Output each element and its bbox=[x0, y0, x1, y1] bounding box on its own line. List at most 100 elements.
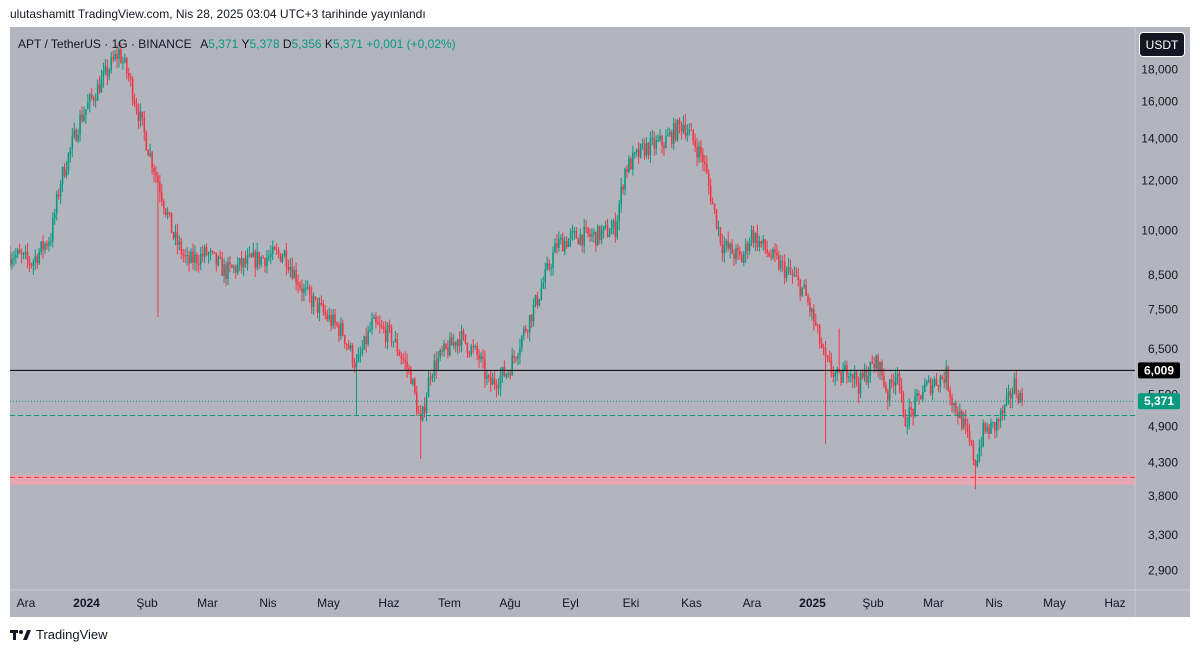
candle-body bbox=[781, 261, 784, 263]
candle-body bbox=[997, 419, 1000, 421]
symbol-name[interactable]: APT / TetherUS · 1G · BINANCE bbox=[18, 37, 192, 51]
candle-body bbox=[293, 269, 295, 279]
candle-body bbox=[392, 341, 395, 343]
candle-body bbox=[994, 422, 996, 431]
candle-body bbox=[774, 249, 776, 253]
candle-body bbox=[429, 377, 432, 379]
candle-body bbox=[811, 308, 813, 312]
candle-body bbox=[552, 252, 554, 268]
candle-body bbox=[840, 371, 842, 383]
candle-body bbox=[236, 264, 239, 273]
currency-button[interactable]: USDT bbox=[1139, 32, 1185, 57]
candle-body bbox=[704, 162, 706, 164]
candle-body bbox=[297, 282, 299, 286]
candle-body bbox=[468, 352, 471, 355]
candle-body bbox=[519, 348, 521, 356]
candle-body bbox=[353, 363, 356, 368]
candle-body bbox=[655, 140, 657, 149]
candle-body bbox=[729, 243, 731, 249]
candle-body bbox=[81, 114, 83, 121]
candle-body bbox=[719, 227, 722, 243]
chart-area[interactable]: 18,000 16,000 14,000 12,000 10,000 8,500 7,500… bbox=[10, 27, 1190, 617]
x-tick-label: May bbox=[1043, 596, 1066, 610]
candle-body bbox=[933, 379, 936, 386]
candle-body bbox=[20, 253, 23, 255]
candle-body bbox=[13, 257, 15, 260]
candle-body bbox=[990, 422, 992, 434]
candle-body bbox=[814, 321, 817, 325]
candle-body bbox=[612, 220, 615, 229]
candle-body bbox=[159, 182, 161, 193]
last-price-line-price-label: 5,371 bbox=[1144, 394, 1174, 408]
candle-body bbox=[690, 129, 693, 131]
candle-body bbox=[363, 335, 366, 350]
candle-body bbox=[345, 343, 348, 345]
candle-body bbox=[168, 212, 171, 214]
y-tick-label: 6,500 bbox=[1148, 342, 1178, 356]
candle-body bbox=[238, 258, 241, 265]
candle-body bbox=[752, 229, 755, 243]
candle-body bbox=[347, 344, 350, 349]
candle-body bbox=[970, 441, 973, 444]
tradingview-logo[interactable]: TradingView bbox=[10, 627, 108, 642]
candle-body bbox=[367, 330, 369, 344]
open-value: 5,371 bbox=[208, 37, 239, 51]
candle-body bbox=[205, 247, 208, 255]
candle-body bbox=[768, 252, 770, 257]
candle-body bbox=[38, 251, 40, 264]
candle-body bbox=[65, 170, 68, 177]
candle-body bbox=[511, 355, 513, 376]
candle-body bbox=[968, 431, 971, 442]
candle-body bbox=[34, 256, 37, 262]
candle-body bbox=[456, 339, 459, 347]
candle-body bbox=[741, 254, 743, 263]
candle-body bbox=[618, 204, 621, 221]
candle-body bbox=[834, 373, 837, 377]
candle-body bbox=[365, 335, 367, 344]
candle-body bbox=[744, 243, 747, 255]
candle-body bbox=[713, 203, 716, 210]
candle-body bbox=[32, 261, 35, 266]
candle-body bbox=[908, 407, 911, 426]
candle-body bbox=[881, 362, 883, 376]
candle-body bbox=[721, 242, 724, 254]
candle-body bbox=[579, 234, 582, 245]
candle-body bbox=[842, 370, 844, 383]
candle-body bbox=[373, 317, 375, 319]
candle-body bbox=[976, 460, 979, 467]
candle-body bbox=[303, 288, 305, 293]
candle-body bbox=[865, 370, 868, 383]
candle-body bbox=[369, 329, 371, 331]
candle-body bbox=[885, 385, 887, 392]
candle-body bbox=[565, 241, 568, 248]
candle-body bbox=[801, 287, 803, 296]
candle-body bbox=[645, 142, 648, 156]
candle-body bbox=[277, 250, 280, 254]
candle-body bbox=[266, 257, 268, 267]
price-chart[interactable]: 18,000 16,000 14,000 12,000 10,000 8,500 7,500… bbox=[10, 27, 1190, 617]
candle-body bbox=[425, 397, 428, 414]
candle-body bbox=[435, 360, 438, 370]
candle-body bbox=[114, 53, 116, 60]
candle-body bbox=[400, 355, 403, 359]
candle-body bbox=[133, 100, 136, 105]
y-tick-label: 18,000 bbox=[1141, 62, 1178, 76]
candle-body bbox=[279, 253, 282, 262]
candle-body bbox=[986, 427, 988, 432]
candle-body bbox=[960, 410, 963, 429]
candle-body bbox=[201, 253, 204, 257]
candle-body bbox=[785, 269, 788, 278]
x-tick-label: Kas bbox=[681, 596, 702, 610]
candle-body bbox=[240, 258, 243, 268]
candle-body bbox=[377, 322, 379, 325]
candle-body bbox=[207, 253, 210, 255]
candle-body bbox=[992, 422, 994, 424]
candle-body bbox=[589, 233, 591, 237]
candle-body bbox=[213, 251, 216, 253]
candle-body bbox=[1007, 391, 1010, 396]
candle-body bbox=[112, 57, 114, 60]
candle-body bbox=[36, 256, 39, 264]
candle-body bbox=[931, 385, 934, 394]
candle-body bbox=[600, 230, 603, 240]
candle-body bbox=[127, 72, 130, 77]
